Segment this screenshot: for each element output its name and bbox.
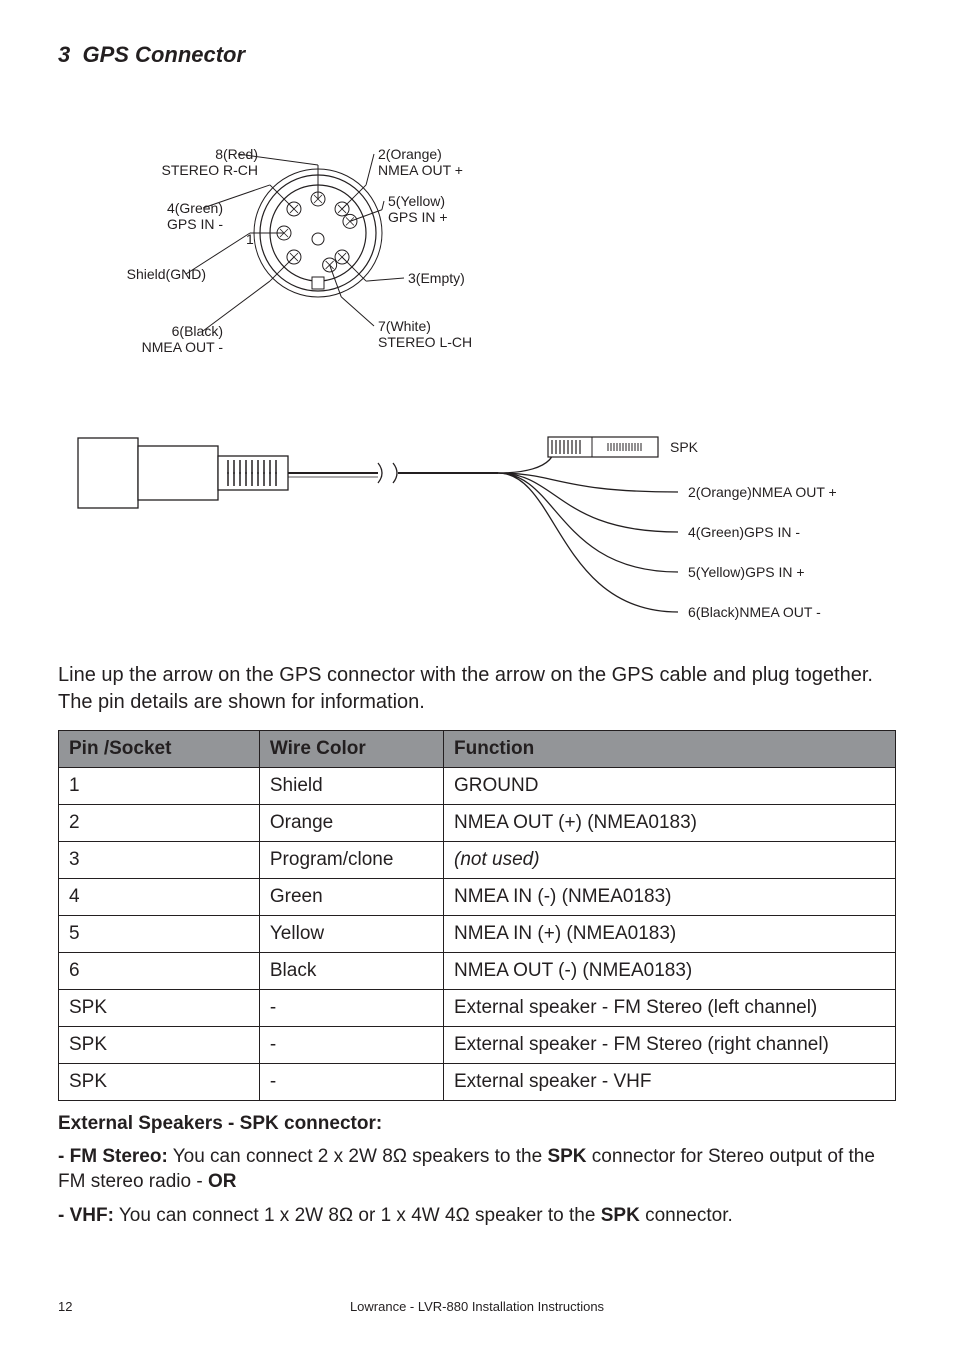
pin-label: 8(Red)STEREO R-CH [148,146,258,178]
table-cell: GROUND [444,768,896,805]
table-row: 3Program/clone(not used) [59,842,896,879]
vhf-note: - VHF: You can connect 1 x 2W 8Ω or 1 x … [58,1204,896,1229]
table-row: 6BlackNMEA OUT (-) (NMEA0183) [59,953,896,990]
fm-or: OR [208,1171,237,1192]
table-cell: Shield [259,768,443,805]
table-cell: NMEA OUT (+) (NMEA0183) [444,805,896,842]
fm-text: You can connect 2 x 2W 8Ω speakers to th… [168,1146,548,1167]
table-row: 5YellowNMEA IN (+) (NMEA0183) [59,916,896,953]
wire-label: 6(Black)NMEA OUT - [688,604,821,620]
wire-label: 4(Green)GPS IN - [688,524,800,540]
table-row: 2OrangeNMEA OUT (+) (NMEA0183) [59,805,896,842]
pin-label: 7(White)STEREO L-CH [378,318,488,350]
table-cell: NMEA OUT (-) (NMEA0183) [444,953,896,990]
table-cell: NMEA IN (-) (NMEA0183) [444,879,896,916]
table-cell: External speaker - FM Stereo (left chann… [444,990,896,1027]
table-row: 4GreenNMEA IN (-) (NMEA0183) [59,879,896,916]
table-cell: Black [259,953,443,990]
fm-prefix: - FM Stereo: [58,1146,168,1167]
table-cell: - [259,1064,443,1101]
pin-number: 1 [246,231,254,247]
table-cell: SPK [59,1064,260,1101]
fm-note: - FM Stereo: You can connect 2 x 2W 8Ω s… [58,1145,896,1194]
table-cell: (not used) [444,842,896,879]
pin-label: 6(Black)NMEA OUT - [113,323,223,355]
table-cell: 1 [59,768,260,805]
th-pin: Pin /Socket [59,731,260,768]
table-cell: - [259,1027,443,1064]
vhf-text2: connector. [640,1205,733,1226]
wire-label: SPK [670,439,698,455]
th-func: Function [444,731,896,768]
table-cell: 5 [59,916,260,953]
table-cell: SPK [59,990,260,1027]
table-header-row: Pin /Socket Wire Color Function [59,731,896,768]
pin-label: 4(Green)GPS IN - [113,200,223,232]
table-row: SPK-External speaker - VHF [59,1064,896,1101]
table-cell: 4 [59,879,260,916]
vhf-text: You can connect 1 x 2W 8Ω or 1 x 4W 4Ω s… [114,1205,601,1226]
table-cell: Green [259,879,443,916]
pin-label: 5(Yellow)GPS IN + [388,193,498,225]
table-cell: External speaker - VHF [444,1064,896,1101]
table-cell: - [259,990,443,1027]
section-number: 3 [58,42,70,67]
section-title: 3 GPS Connector [58,42,896,68]
fm-bold: SPK [547,1146,586,1167]
table-cell: Program/clone [259,842,443,879]
table-cell: NMEA IN (+) (NMEA0183) [444,916,896,953]
section-heading: GPS Connector [82,42,245,67]
vhf-bold: SPK [601,1205,640,1226]
doc-title: Lowrance - LVR-880 Installation Instruct… [58,1299,896,1314]
th-color: Wire Color [259,731,443,768]
pin-label: 3(Empty) [408,270,518,286]
table-row: SPK-External speaker - FM Stereo (left c… [59,990,896,1027]
speakers-heading: External Speakers - SPK connector: [58,1113,896,1135]
table-cell: Yellow [259,916,443,953]
speakers-notes: - FM Stereo: You can connect 2 x 2W 8Ω s… [58,1145,896,1229]
table-cell: 6 [59,953,260,990]
table-cell: SPK [59,1027,260,1064]
table-row: 1ShieldGROUND [59,768,896,805]
body-paragraph: Line up the arrow on the GPS connector w… [58,662,896,716]
pin-label: Shield(GND) [96,266,206,282]
pin-label: 2(Orange)NMEA OUT + [378,146,488,178]
table-cell: 3 [59,842,260,879]
table-cell: External speaker - FM Stereo (right chan… [444,1027,896,1064]
table-row: SPK-External speaker - FM Stereo (right … [59,1027,896,1064]
table-cell: 2 [59,805,260,842]
wire-label: 2(Orange)NMEA OUT + [688,484,837,500]
table-cell: Orange [259,805,443,842]
wire-label: 5(Yellow)GPS IN + [688,564,805,580]
pin-table: Pin /Socket Wire Color Function 1ShieldG… [58,730,896,1101]
vhf-prefix: - VHF: [58,1205,114,1226]
diagram-area: 1 Shield(GND) 2(Orange)NMEA OUT + 3(Empty) 4… [58,88,896,648]
